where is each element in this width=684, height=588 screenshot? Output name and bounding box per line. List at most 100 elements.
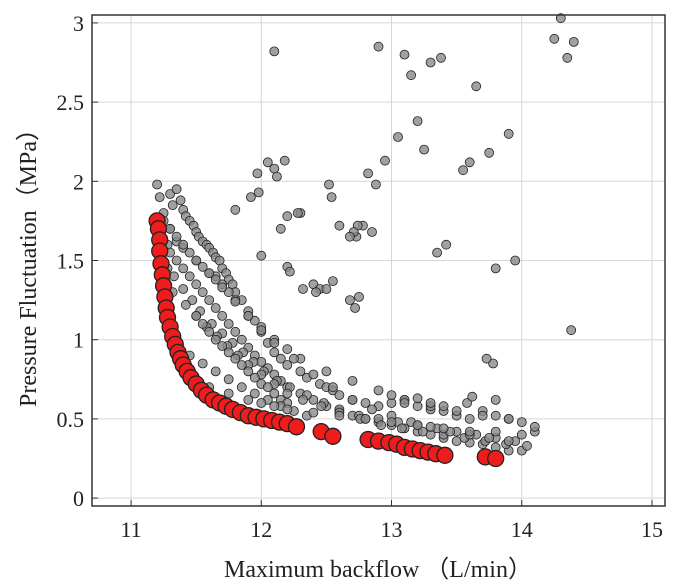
sample-point: [204, 268, 215, 279]
sample-point: [464, 413, 475, 424]
sample-point: [347, 375, 358, 386]
sample-point: [308, 394, 319, 405]
sample-point: [360, 413, 371, 424]
sample-point: [282, 388, 293, 399]
sample-point: [223, 388, 234, 399]
sample-point: [217, 341, 228, 351]
y-tick-label: 0: [73, 486, 84, 511]
sample-point: [288, 353, 299, 364]
sample-point: [230, 296, 241, 307]
y-tick-label: 1.5: [57, 249, 85, 274]
sample-point: [399, 49, 410, 60]
sample-point: [269, 337, 280, 348]
sample-point: [262, 157, 273, 168]
sample-points: [152, 13, 579, 456]
sample-point: [380, 155, 390, 166]
sample-point: [245, 192, 256, 203]
sample-point: [503, 413, 514, 424]
sample-point: [370, 179, 381, 190]
sample-point: [152, 179, 163, 190]
sample-point: [393, 132, 403, 142]
sample-point: [178, 263, 189, 274]
sample-point: [566, 325, 577, 336]
sample-point: [451, 406, 462, 416]
sample-point: [292, 208, 303, 218]
sample-point: [191, 255, 202, 266]
sample-point: [522, 440, 532, 451]
sample-point: [178, 284, 189, 294]
y-tick-label: 0.5: [57, 407, 85, 432]
sample-point: [350, 303, 361, 313]
sample-point: [412, 116, 423, 126]
sample-point: [503, 128, 514, 139]
sample-point: [386, 417, 397, 428]
pareto-point: [487, 449, 505, 468]
x-tick-label: 11: [120, 517, 141, 542]
sample-point: [481, 353, 492, 364]
grid-lines: [92, 15, 665, 506]
sample-point: [197, 287, 208, 298]
sample-point: [568, 37, 579, 47]
y-tick-label: 2: [73, 169, 84, 194]
sample-point: [184, 271, 195, 282]
sample-point: [412, 393, 423, 404]
sample-point: [279, 155, 290, 166]
sample-point: [324, 179, 334, 190]
sample-point: [171, 231, 182, 242]
sample-point: [154, 192, 165, 203]
sample-point: [321, 284, 332, 294]
sample-point: [275, 223, 286, 234]
sample-point: [327, 276, 338, 287]
sample-point: [210, 274, 221, 285]
sample-point: [187, 295, 198, 306]
sample-point: [236, 334, 247, 345]
sample-point: [169, 271, 179, 282]
sample-point: [236, 360, 247, 370]
sample-point: [204, 326, 215, 337]
sample-point: [282, 344, 293, 355]
sample-point: [243, 394, 254, 405]
sample-point: [295, 366, 306, 377]
x-tick-label: 15: [641, 517, 663, 542]
sample-point: [373, 385, 384, 396]
sample-point: [217, 282, 228, 293]
sample-point: [210, 334, 221, 345]
sample-point: [256, 398, 267, 408]
sample-point: [269, 46, 280, 57]
sample-point: [191, 310, 202, 321]
sample-point: [256, 250, 267, 261]
sample-point: [230, 326, 241, 337]
sample-point: [197, 358, 208, 369]
sample-point: [406, 70, 417, 81]
sample-point: [555, 13, 566, 24]
pareto-front-points: [148, 212, 505, 468]
sample-point: [167, 200, 178, 211]
sample-point: [165, 189, 176, 199]
y-axis-title: Pressure Fluctuation（MPa）: [16, 117, 42, 407]
y-tick-label: 3: [73, 11, 84, 36]
x-axis-title: Maximum backflow （L/min）: [224, 557, 532, 583]
sample-point: [516, 429, 527, 440]
sample-point: [210, 303, 221, 313]
sample-point: [529, 421, 540, 432]
x-tick-label: 13: [381, 517, 403, 542]
sample-point: [253, 187, 264, 198]
sample-point: [217, 310, 228, 321]
sample-point: [462, 398, 473, 408]
sample-point: [367, 227, 377, 237]
pareto-point: [287, 418, 306, 436]
sample-point: [223, 318, 234, 329]
sample-point: [171, 255, 182, 266]
sample-point: [458, 165, 469, 176]
sample-point: [269, 388, 280, 399]
sample-point: [471, 81, 482, 92]
y-axis-ticks: 0 0.5 1 1.5 2 2.5 3: [57, 11, 98, 511]
sample-point: [204, 295, 215, 306]
sample-point: [484, 147, 495, 158]
sample-point: [363, 168, 374, 179]
sample-point: [386, 390, 397, 401]
sample-point: [549, 33, 560, 44]
sample-point: [171, 184, 182, 195]
sample-point: [230, 204, 241, 215]
